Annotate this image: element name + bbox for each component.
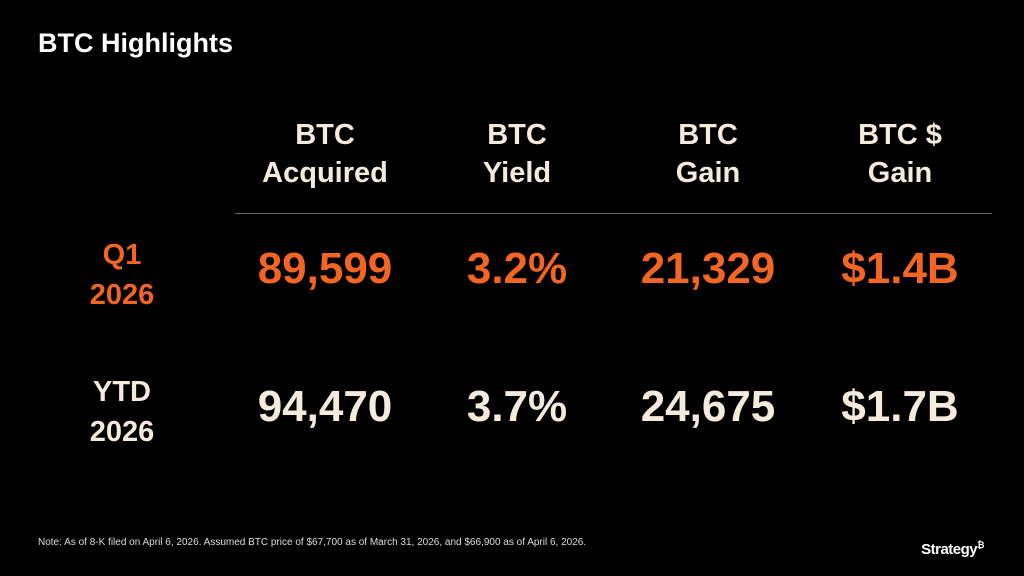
row-label-q1-2026: Q1 2026 <box>52 235 192 315</box>
column-header-btc-acquired: BTC Acquired <box>230 116 420 192</box>
header-line: Acquired <box>262 157 388 189</box>
q1-btc-yield: 3.2% <box>466 244 568 293</box>
column-header-btc-gain: BTC Gain <box>613 116 803 192</box>
row-label-ytd-2026: YTD 2026 <box>52 372 192 452</box>
row-label-line: YTD <box>93 376 151 408</box>
logo-text: Strategy <box>921 541 978 558</box>
ytd-btc-acquired: 94,470 <box>257 382 393 431</box>
column-header-btc-yield: BTC Yield <box>422 116 612 192</box>
row-label-line: 2026 <box>89 279 155 311</box>
column-header-btc-dollar-gain: BTC $ Gain <box>805 116 995 192</box>
q1-btc-gain: 21,329 <box>640 244 776 293</box>
header-line: BTC <box>678 119 738 151</box>
header-line: BTC $ <box>858 119 942 151</box>
q1-btc-dollar-gain: $1.4B <box>841 244 959 293</box>
page-title: BTC Highlights <box>38 28 233 58</box>
strategy-logo: Strategy₿ <box>921 540 984 558</box>
header-line: Gain <box>675 157 741 189</box>
ytd-btc-dollar-gain: $1.7B <box>841 382 959 431</box>
row-label-line: 2026 <box>89 416 155 448</box>
header-line: Yield <box>482 157 552 189</box>
header-line: Gain <box>867 157 933 189</box>
footnote: Note: As of 8-K filed on April 6, 2026. … <box>38 537 587 548</box>
header-divider <box>235 213 992 214</box>
row-label-line: Q1 <box>102 239 142 271</box>
q1-btc-acquired: 89,599 <box>257 244 393 293</box>
header-line: BTC <box>295 119 355 151</box>
bitcoin-icon: ₿ <box>977 540 984 550</box>
ytd-btc-gain: 24,675 <box>640 382 776 431</box>
header-line: BTC <box>487 119 547 151</box>
ytd-btc-yield: 3.7% <box>466 382 568 431</box>
